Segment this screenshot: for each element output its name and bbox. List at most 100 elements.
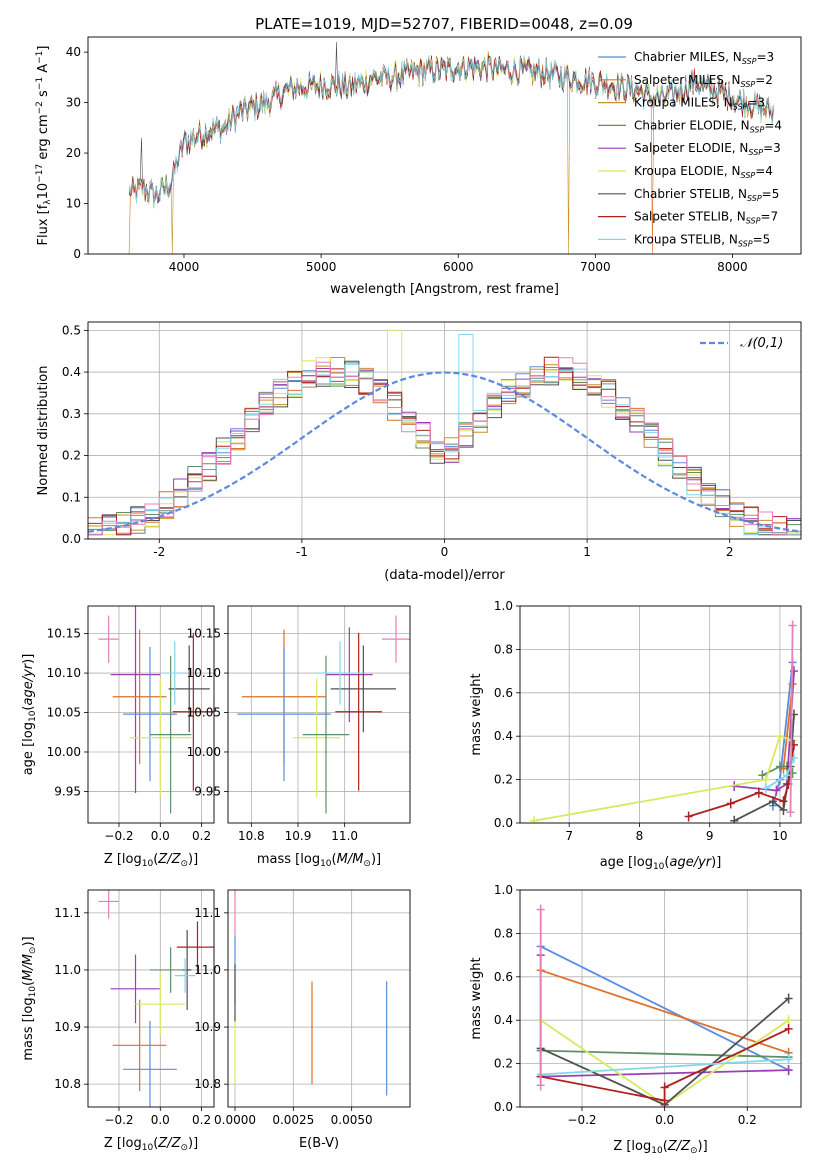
y-axis-label: age [log10(age/yr)] bbox=[21, 654, 38, 776]
label-part: ⊙ bbox=[690, 1146, 698, 1156]
legend-label: Chabrier MILES, N bbox=[634, 50, 742, 64]
x-tick-label: 0.2 bbox=[192, 1113, 211, 1127]
label-part: s bbox=[36, 90, 51, 101]
legend-label: Salpeter MILES, N bbox=[634, 73, 741, 87]
label-part: E(B-V) bbox=[299, 1136, 339, 1151]
x-tick-label: -1 bbox=[296, 545, 308, 559]
label-part: )] bbox=[371, 852, 381, 867]
x-tick-label: 5000 bbox=[306, 260, 337, 274]
label-part: Z [log bbox=[104, 852, 142, 867]
x-tick-label: 2 bbox=[726, 545, 734, 559]
y-axis-label: Normed distribution bbox=[36, 366, 51, 496]
label-part: 10 bbox=[28, 986, 38, 998]
y-tick-label: 11.1 bbox=[54, 906, 81, 920]
label-part: 10 bbox=[142, 1143, 154, 1153]
legend-label: Kroupa STELIB, N bbox=[634, 232, 738, 246]
x-tick-label: 7 bbox=[565, 829, 573, 843]
normal-curve bbox=[88, 371, 801, 533]
weight-line bbox=[688, 744, 795, 818]
label-part: age/yr bbox=[669, 855, 712, 870]
y-tick-label: 0.4 bbox=[494, 1013, 513, 1027]
label-part: age [log bbox=[21, 722, 36, 775]
spectrum-line bbox=[128, 55, 774, 208]
legend-value: =3 bbox=[747, 96, 765, 110]
y-tick-label: 0.1 bbox=[62, 490, 81, 504]
y-tick-label: 9.95 bbox=[194, 784, 221, 798]
y-tick-label: 0.6 bbox=[494, 970, 513, 984]
label-part: )] bbox=[188, 1136, 198, 1151]
weight-line bbox=[540, 1058, 789, 1076]
legend-value: =2 bbox=[755, 73, 773, 87]
y-tick-label: 10.8 bbox=[54, 1077, 81, 1091]
axes-frame bbox=[87, 36, 802, 255]
label-part: Z [log bbox=[613, 1139, 651, 1154]
y-tick-label: 10.00 bbox=[187, 745, 221, 759]
legend-value: =5 bbox=[762, 187, 780, 201]
legend-label: Chabrier ELODIE, N bbox=[634, 118, 750, 132]
mass-age-panel: 10.8 10.9 11.0 9.95 10.00 10.05 10.10 10.15 mass… bbox=[187, 605, 411, 869]
y-tick-label: 10.15 bbox=[187, 627, 221, 641]
x-axis-label: Z [log10(Z/Z⊙)] bbox=[104, 852, 198, 869]
weight-line bbox=[540, 1049, 789, 1058]
axes-frame bbox=[519, 889, 802, 1108]
extinction-mass-panel: 0.0000 0.0025 0.0050 10.8 10.9 11.0 11.1 E(B-V) bbox=[194, 889, 411, 1151]
label-part: −2 bbox=[35, 101, 45, 114]
label-part: mass weight bbox=[469, 673, 484, 755]
weight-line bbox=[540, 1028, 789, 1102]
x-tick-label: -2 bbox=[153, 545, 165, 559]
legend-subscript: SSP bbox=[741, 171, 756, 180]
x-tick-label: 10 bbox=[772, 829, 787, 843]
y-tick-label: 11.0 bbox=[54, 963, 81, 977]
x-tick-label: 8000 bbox=[717, 260, 748, 274]
histogram-series bbox=[88, 356, 801, 536]
label-part: age/yr bbox=[21, 662, 36, 705]
residual-histogram-panel: -2 -1 0 1 2 0.0 0.1 0.2 0.3 0.4 0.5 (data-model)/er… bbox=[36, 321, 802, 583]
legend-subscript: SSP bbox=[750, 125, 765, 134]
weight-line bbox=[789, 625, 794, 813]
label-part: λ bbox=[43, 199, 53, 205]
legend-value: =4 bbox=[764, 118, 782, 132]
label-part: 10 bbox=[142, 859, 154, 869]
axes-frame bbox=[87, 321, 802, 540]
y-tick-label: 0.6 bbox=[494, 686, 513, 700]
x-tick-label: 0.2 bbox=[738, 1113, 757, 1127]
x-tick-label: 1 bbox=[583, 545, 591, 559]
metallicity-age-panel: −0.2 0.0 0.2 9.95 10.00 10.05 10.10 10.15 Z [log… bbox=[21, 605, 215, 869]
y-tick-label: 11.1 bbox=[194, 906, 221, 920]
label-part: Flux [f bbox=[36, 204, 51, 245]
x-tick-label: 0.0025 bbox=[272, 1113, 314, 1127]
legend-entry: Chabrier STELIB, NSSP=5 bbox=[634, 187, 779, 203]
label-part: mass weight bbox=[469, 957, 484, 1039]
label-part: erg cm bbox=[36, 114, 51, 163]
x-tick-label: 4000 bbox=[169, 260, 200, 274]
label-part: (data-model)/error bbox=[384, 568, 505, 583]
label-part: age [log bbox=[600, 855, 653, 870]
legend-label: Chabrier STELIB, N bbox=[634, 187, 747, 201]
x-tick-label: 8 bbox=[636, 829, 644, 843]
error-crosses bbox=[237, 615, 410, 814]
label-part: )] bbox=[21, 654, 36, 664]
label-part: ( bbox=[664, 855, 669, 870]
x-tick-label: 10.9 bbox=[285, 829, 312, 843]
legend-label: Salpeter STELIB, N bbox=[634, 210, 746, 224]
x-tick-label: 0.0050 bbox=[331, 1113, 373, 1127]
label-part: ( bbox=[21, 981, 36, 986]
y-tick-label: 10.10 bbox=[47, 666, 81, 680]
legend-entry: Salpeter STELIB, NSSP=7 bbox=[634, 210, 778, 226]
x-tick-label: 9 bbox=[706, 829, 714, 843]
label-part: 10 bbox=[653, 862, 665, 872]
x-tick-label: 6000 bbox=[443, 260, 474, 274]
legend-entry: Kroupa ELODIE, NSSP=4 bbox=[634, 164, 773, 180]
y-tick-label: 0.2 bbox=[494, 1057, 513, 1071]
weight-lines bbox=[530, 620, 798, 823]
x-tick-label: 0.0 bbox=[151, 829, 170, 843]
metallicity-mass-panel: −0.2 0.0 0.210.810.911.011.1Z [log10(Z/Z⊙)… bbox=[21, 889, 215, 1153]
y-tick-label: 0.3 bbox=[62, 407, 81, 421]
label-part: )] bbox=[711, 855, 721, 870]
legend-subscript: SSP bbox=[738, 239, 753, 248]
x-tick-label: 0.0000 bbox=[214, 1113, 256, 1127]
label-part: ⊙ bbox=[180, 859, 188, 869]
y-tick-label: 0.2 bbox=[494, 773, 513, 787]
y-tick-label: 10.8 bbox=[194, 1077, 221, 1091]
